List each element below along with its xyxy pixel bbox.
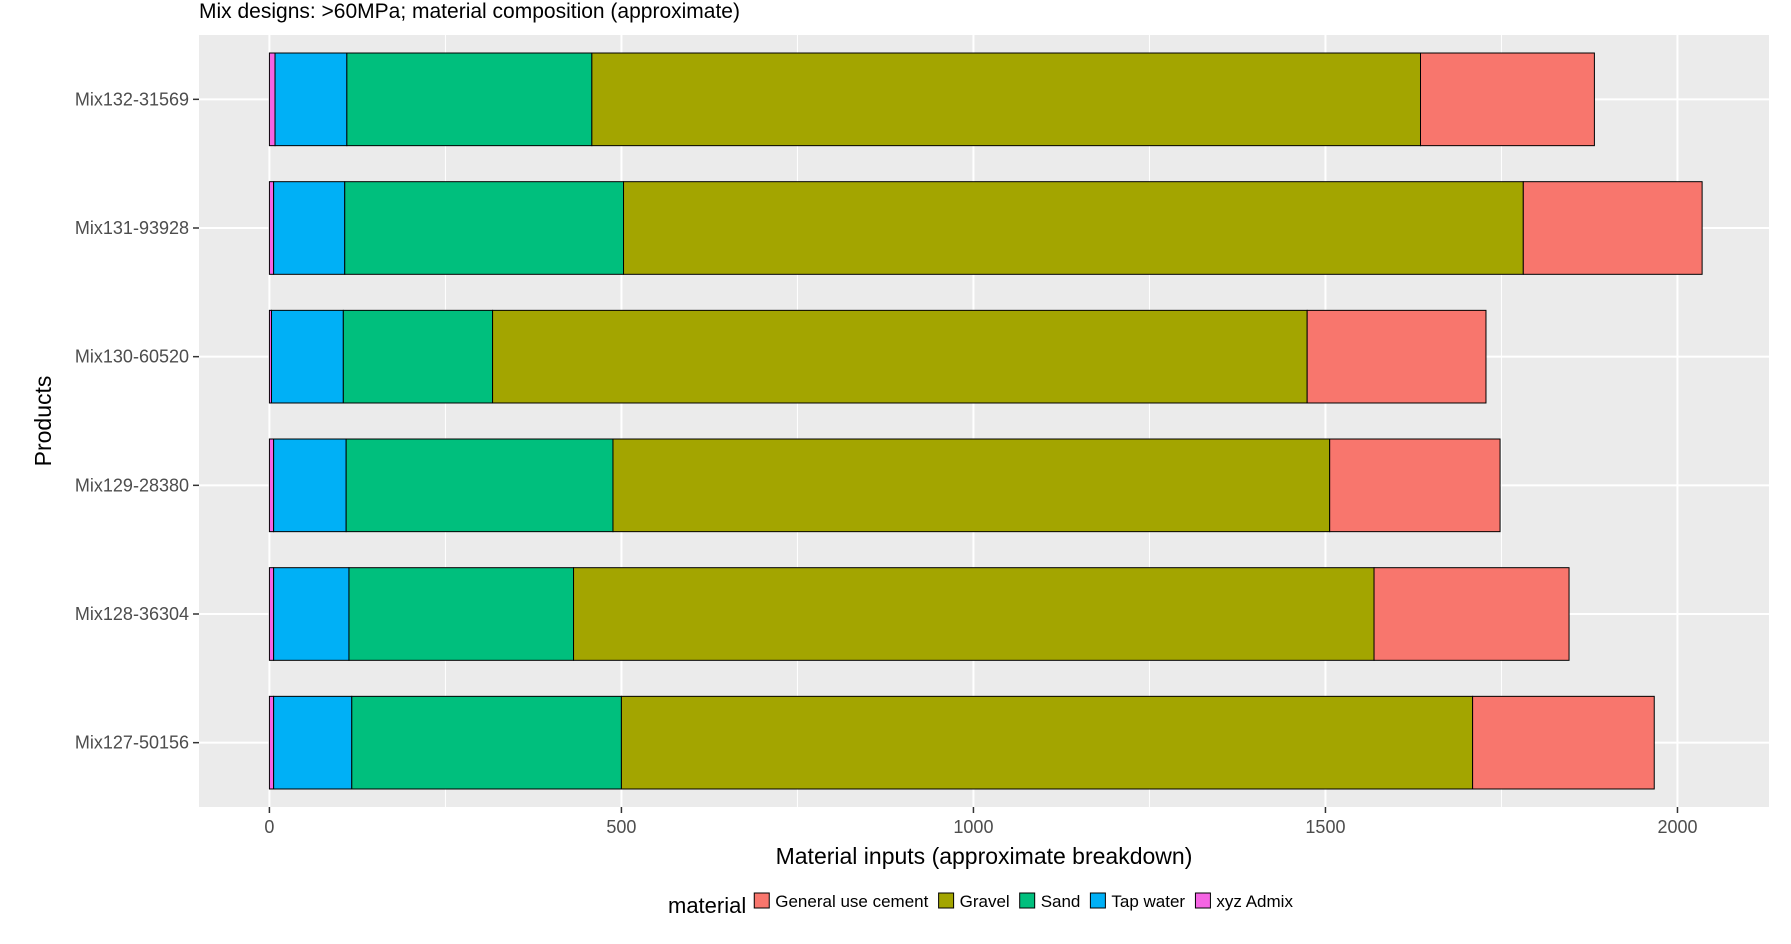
- bar-segment-sand: [351, 695, 622, 790]
- legend-key-sand: [1019, 892, 1036, 909]
- legend-label-gravel: Gravel: [960, 892, 1010, 911]
- legend-label-tap-water: Tap water: [1111, 892, 1185, 911]
- x-tick-label: 500: [606, 817, 636, 837]
- y-tick-label: Mix127-50156: [75, 733, 189, 753]
- bar-segment-sand: [342, 309, 494, 404]
- y-tick-label: Mix129-28380: [75, 475, 189, 495]
- y-axis: Mix132-31569 Mix131-93928 Mix130-60520 Mix1…: [75, 89, 199, 753]
- bar-segment-general-use-cement: [1373, 567, 1570, 661]
- bar-segment-sand: [348, 567, 575, 661]
- x-axis: 0 500 1000 1500 2000: [264, 807, 1697, 837]
- x-tick-label: 0: [264, 817, 274, 837]
- x-tick-label: 1500: [1305, 817, 1345, 837]
- bar-segment-gravel: [573, 567, 1375, 661]
- bar-segment-tap-water: [273, 181, 346, 275]
- bar-segment-tap-water: [273, 438, 347, 533]
- bar-segment-xyz-admix: [268, 567, 275, 661]
- y-tick-label: Mix128-36304: [75, 604, 189, 624]
- bar-segment-tap-water: [273, 695, 353, 790]
- legend-label-general-use-cement: General use cement: [775, 892, 928, 911]
- bar-segment-xyz-admix: [268, 181, 275, 275]
- legend-label-sand: Sand: [1041, 892, 1081, 911]
- x-axis-label: Material inputs (approximate breakdown): [776, 843, 1193, 869]
- legend-key-tap-water: [1089, 892, 1106, 909]
- bars: [268, 52, 1703, 790]
- bar-segment-xyz-admix: [268, 52, 276, 147]
- x-tick-label: 2000: [1657, 817, 1697, 837]
- bar-segment-tap-water: [273, 567, 350, 661]
- legend-key-gravel: [938, 892, 955, 909]
- bar-segment-gravel: [623, 181, 1524, 275]
- bar-segment-gravel: [620, 695, 1474, 790]
- x-tick-label: 1000: [953, 817, 993, 837]
- bar-segment-xyz-admix: [268, 438, 275, 533]
- legend-title: material: [668, 893, 746, 918]
- y-tick-label: Mix132-31569: [75, 89, 189, 109]
- legend-key-xyz-admix: [1194, 892, 1211, 909]
- y-tick-label: Mix130-60520: [75, 347, 189, 367]
- bar-segment-general-use-cement: [1329, 438, 1501, 533]
- plot-panel: [199, 35, 1769, 807]
- bar-segment-gravel: [612, 438, 1331, 533]
- bar-segment-general-use-cement: [1522, 181, 1703, 275]
- bar-segment-gravel: [492, 309, 1308, 404]
- y-tick-label: Mix131-93928: [75, 218, 189, 238]
- y-axis-label: Products: [30, 376, 56, 467]
- bar-segment-general-use-cement: [1420, 52, 1595, 147]
- legend-key-general-use-cement: [753, 892, 770, 909]
- legend: material General use cement Gravel Sand Tap…: [668, 892, 1293, 918]
- legend-label-xyz-admix: xyz Admix: [1216, 892, 1293, 911]
- bar-segment-xyz-admix: [268, 695, 275, 790]
- bar-segment-gravel: [591, 52, 1422, 147]
- bar-segment-general-use-cement: [1306, 309, 1487, 404]
- chart-title: Mix designs: >60MPa; material compositio…: [199, 0, 740, 23]
- bar-segment-general-use-cement: [1472, 695, 1655, 790]
- bar-segment-sand: [344, 181, 625, 275]
- bar-segment-sand: [346, 52, 593, 147]
- bar-segment-tap-water: [271, 309, 344, 404]
- bar-segment-tap-water: [274, 52, 348, 147]
- bar-segment-sand: [345, 438, 614, 533]
